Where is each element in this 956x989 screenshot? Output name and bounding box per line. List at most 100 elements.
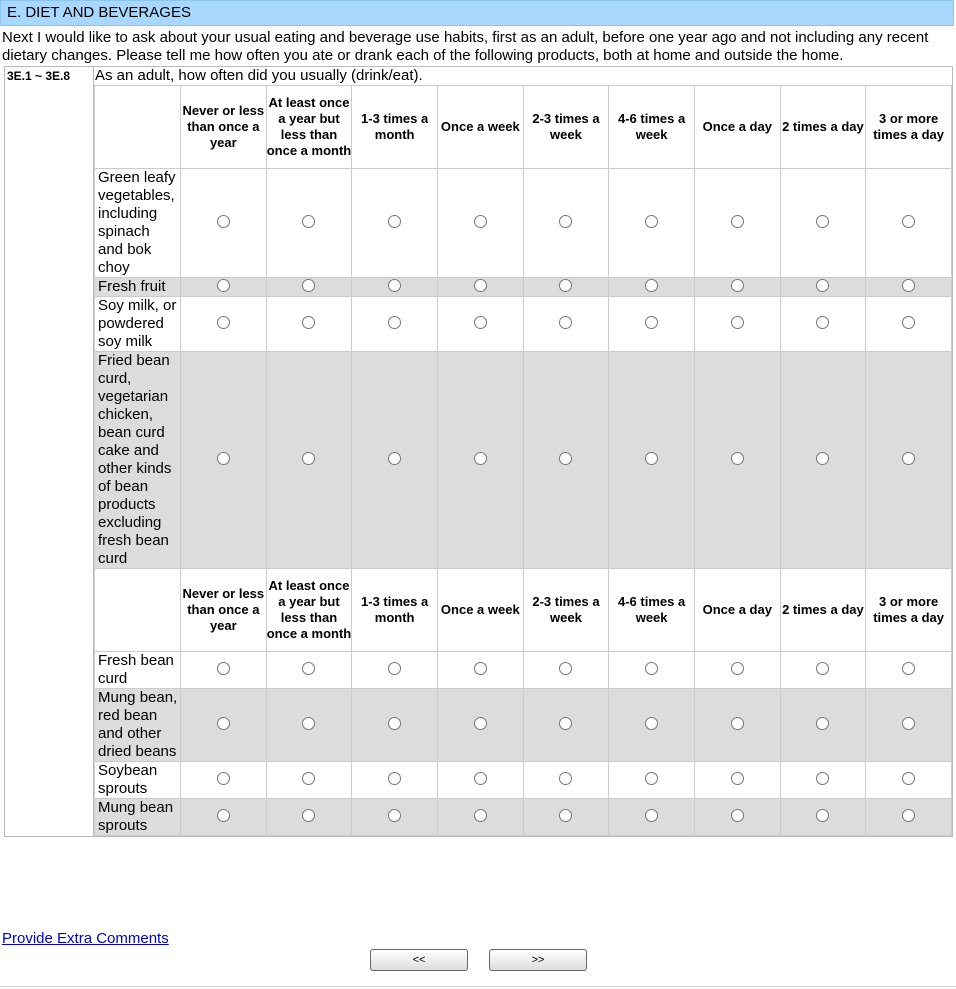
option-radio[interactable] <box>302 315 316 329</box>
option-radio[interactable] <box>473 808 487 822</box>
option-radio[interactable] <box>816 661 830 675</box>
option-radio[interactable] <box>473 315 487 329</box>
next-button[interactable]: >> <box>489 949 587 971</box>
option-radio[interactable] <box>216 808 230 822</box>
column-header: 4-6 times a week <box>608 85 695 169</box>
option-radio[interactable] <box>816 315 830 329</box>
option-radio[interactable] <box>388 451 402 465</box>
option-radio[interactable] <box>816 716 830 730</box>
radio-cell <box>265 798 353 836</box>
option-radio[interactable] <box>216 451 230 465</box>
option-radio[interactable] <box>730 808 744 822</box>
option-radio[interactable] <box>216 315 230 329</box>
option-radio[interactable] <box>473 716 487 730</box>
option-radio[interactable] <box>388 808 402 822</box>
options-grid: Never or less than once a year At least o… <box>94 85 952 836</box>
option-radio[interactable] <box>216 771 230 785</box>
option-radio[interactable] <box>816 771 830 785</box>
option-radio[interactable] <box>559 661 573 675</box>
option-radio[interactable] <box>730 278 744 292</box>
option-radio[interactable] <box>302 451 316 465</box>
option-radio[interactable] <box>473 661 487 675</box>
option-radio[interactable] <box>816 278 830 292</box>
option-radio[interactable] <box>816 808 830 822</box>
option-radio[interactable] <box>216 716 230 730</box>
option-radio[interactable] <box>645 451 659 465</box>
extra-comments-link[interactable]: Provide Extra Comments <box>2 930 169 947</box>
radio-cell <box>522 351 610 569</box>
option-radio[interactable] <box>645 808 659 822</box>
option-radio[interactable] <box>902 808 916 822</box>
option-radio[interactable] <box>902 716 916 730</box>
option-radio[interactable] <box>559 808 573 822</box>
option-radio[interactable] <box>730 451 744 465</box>
option-radio[interactable] <box>902 771 916 785</box>
option-radio[interactable] <box>902 315 916 329</box>
option-radio[interactable] <box>730 771 744 785</box>
option-radio[interactable] <box>730 315 744 329</box>
option-radio[interactable] <box>645 661 659 675</box>
option-radio[interactable] <box>302 771 316 785</box>
option-radio[interactable] <box>388 214 402 228</box>
item-row: Fried bean curd, vegetarian chicken, bea… <box>94 351 952 569</box>
radio-cell <box>608 351 695 569</box>
radio-cell <box>436 798 524 836</box>
option-radio[interactable] <box>216 214 230 228</box>
option-radio[interactable] <box>902 214 916 228</box>
option-radio[interactable] <box>645 315 659 329</box>
option-radio[interactable] <box>559 214 573 228</box>
radio-cell <box>351 277 438 297</box>
option-radio[interactable] <box>388 278 402 292</box>
radio-cell <box>522 798 610 836</box>
item-row: Soybean sprouts <box>94 761 952 799</box>
radio-cell <box>693 651 781 689</box>
radio-cell <box>693 761 781 799</box>
option-radio[interactable] <box>730 214 744 228</box>
option-radio[interactable] <box>730 716 744 730</box>
option-radio[interactable] <box>473 214 487 228</box>
option-radio[interactable] <box>645 278 659 292</box>
option-radio[interactable] <box>902 278 916 292</box>
option-radio[interactable] <box>902 451 916 465</box>
option-radio[interactable] <box>388 661 402 675</box>
option-radio[interactable] <box>473 278 487 292</box>
radio-cell <box>265 277 353 297</box>
column-header: Once a day <box>693 85 781 169</box>
option-radio[interactable] <box>216 661 230 675</box>
option-radio[interactable] <box>473 771 487 785</box>
option-radio[interactable] <box>388 716 402 730</box>
radio-cell <box>608 168 695 278</box>
option-radio[interactable] <box>559 451 573 465</box>
radio-cell <box>608 651 695 689</box>
question-table: 3E.1 ~ 3E.8 As an adult, how often did y… <box>4 66 953 837</box>
option-radio[interactable] <box>302 278 316 292</box>
option-radio[interactable] <box>730 661 744 675</box>
option-radio[interactable] <box>473 451 487 465</box>
option-radio[interactable] <box>902 661 916 675</box>
radio-cell <box>779 798 867 836</box>
option-radio[interactable] <box>388 771 402 785</box>
option-radio[interactable] <box>816 451 830 465</box>
option-radio[interactable] <box>302 808 316 822</box>
prev-button[interactable]: << <box>370 949 468 971</box>
radio-cell <box>180 688 267 762</box>
option-radio[interactable] <box>559 278 573 292</box>
column-header: 3 or more times a day <box>865 85 952 169</box>
column-header: 2 times a day <box>779 85 867 169</box>
option-radio[interactable] <box>388 315 402 329</box>
option-radio[interactable] <box>559 771 573 785</box>
option-radio[interactable] <box>645 214 659 228</box>
option-radio[interactable] <box>216 278 230 292</box>
item-label: Mung bean sprouts <box>94 798 181 836</box>
option-radio[interactable] <box>559 716 573 730</box>
option-radio[interactable] <box>302 716 316 730</box>
option-radio[interactable] <box>645 771 659 785</box>
option-radio[interactable] <box>816 214 830 228</box>
option-radio[interactable] <box>559 315 573 329</box>
radio-cell <box>608 688 695 762</box>
column-header: 2-3 times a week <box>522 85 610 169</box>
option-radio[interactable] <box>645 716 659 730</box>
option-radio[interactable] <box>302 214 316 228</box>
option-radio[interactable] <box>302 661 316 675</box>
